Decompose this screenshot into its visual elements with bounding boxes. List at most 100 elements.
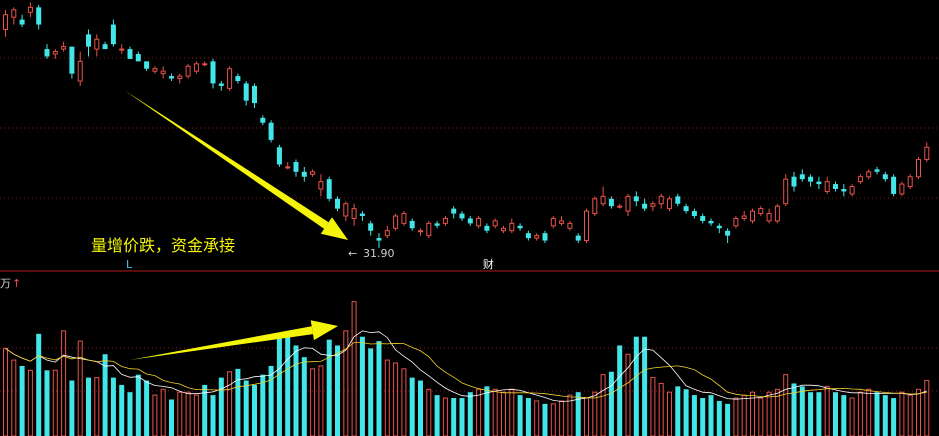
candle-body <box>857 176 863 183</box>
candle <box>69 46 75 79</box>
volume-bar <box>144 380 150 436</box>
candle <box>816 176 822 189</box>
candle <box>218 81 224 91</box>
candle <box>675 193 681 207</box>
candlesticks <box>3 2 930 248</box>
volume-bar <box>94 377 100 436</box>
candle-body <box>882 174 888 180</box>
candle <box>476 216 482 229</box>
volume-up-arrow <box>130 320 338 360</box>
candle-body <box>824 181 830 192</box>
volume-bar <box>542 403 548 436</box>
candle <box>592 196 598 216</box>
candle <box>94 34 100 57</box>
volume-bar <box>36 333 42 436</box>
candle <box>658 193 664 209</box>
candle-body <box>144 61 150 69</box>
candle <box>542 230 548 243</box>
volume-bar <box>667 391 672 436</box>
volume-bar <box>550 403 556 436</box>
candle-body <box>891 176 897 194</box>
volume-bar <box>210 395 216 436</box>
candle-body <box>326 179 332 199</box>
volume-bar <box>824 385 830 436</box>
volume-bars <box>3 301 930 436</box>
candle-body <box>310 171 316 175</box>
candle-body <box>849 186 855 195</box>
candle-body <box>459 213 465 219</box>
candle-body <box>907 176 913 188</box>
volume-bar <box>326 339 332 436</box>
candle-body <box>27 6 33 13</box>
volume-bar <box>276 336 282 436</box>
volume-bar <box>426 388 432 436</box>
candle <box>716 223 722 234</box>
volume-bar <box>235 368 241 436</box>
volume-bar <box>924 380 930 436</box>
volume-bar <box>401 368 407 436</box>
volume-bar <box>152 394 158 436</box>
volume-bar <box>559 400 565 436</box>
candle-body <box>110 24 116 45</box>
candle-body <box>393 215 399 229</box>
candle <box>393 213 399 231</box>
candle <box>766 208 772 224</box>
candle <box>235 73 241 84</box>
candle <box>708 218 714 226</box>
candle-body <box>633 196 639 202</box>
volume-bar <box>907 394 913 436</box>
candle-body <box>700 216 706 221</box>
volume-bar <box>27 369 33 436</box>
candle-body <box>584 210 589 242</box>
candle-body <box>725 230 731 236</box>
candle-body <box>177 75 183 80</box>
volume-bar <box>891 398 897 436</box>
volume-bar <box>741 394 747 436</box>
volume-bar <box>451 398 457 436</box>
volume-bar <box>193 394 199 436</box>
candle <box>575 233 581 243</box>
candle <box>783 174 789 207</box>
candle <box>343 201 349 221</box>
candle <box>243 81 249 106</box>
volume-bar <box>476 388 482 436</box>
candle <box>61 41 67 52</box>
candle-body <box>409 220 415 229</box>
candle <box>608 196 614 209</box>
candle-body <box>517 225 523 229</box>
volume-bar <box>816 392 822 436</box>
event-marker: L <box>126 258 133 271</box>
candle-body <box>774 205 780 222</box>
candle <box>559 216 565 226</box>
candle <box>276 144 282 167</box>
volume-bar <box>459 398 465 436</box>
candle-body <box>268 122 274 140</box>
candle <box>725 228 731 243</box>
candle <box>44 44 50 59</box>
candle-body <box>484 225 490 231</box>
volume-bar <box>19 365 25 436</box>
volume-bar <box>169 399 174 436</box>
volume-bar <box>791 383 797 436</box>
candle-body <box>61 46 67 50</box>
volume-bar <box>658 382 664 436</box>
volume-bar <box>874 392 880 436</box>
candle-body <box>675 196 681 204</box>
candle-body <box>608 198 614 207</box>
candle-body <box>301 171 307 177</box>
volume-bar <box>110 377 116 436</box>
volume-bar <box>700 398 706 436</box>
candle-body <box>127 49 133 59</box>
volume-bar <box>899 391 905 436</box>
volume-bar <box>857 391 863 436</box>
candle-body <box>335 198 340 209</box>
candle <box>359 211 365 221</box>
candle <box>882 171 888 182</box>
candle <box>600 186 606 207</box>
volume-bar <box>127 392 133 436</box>
candle-body <box>916 159 921 178</box>
candle <box>650 201 656 212</box>
volume-bar <box>467 392 473 436</box>
volume-bar <box>69 380 75 436</box>
candle <box>633 191 639 207</box>
